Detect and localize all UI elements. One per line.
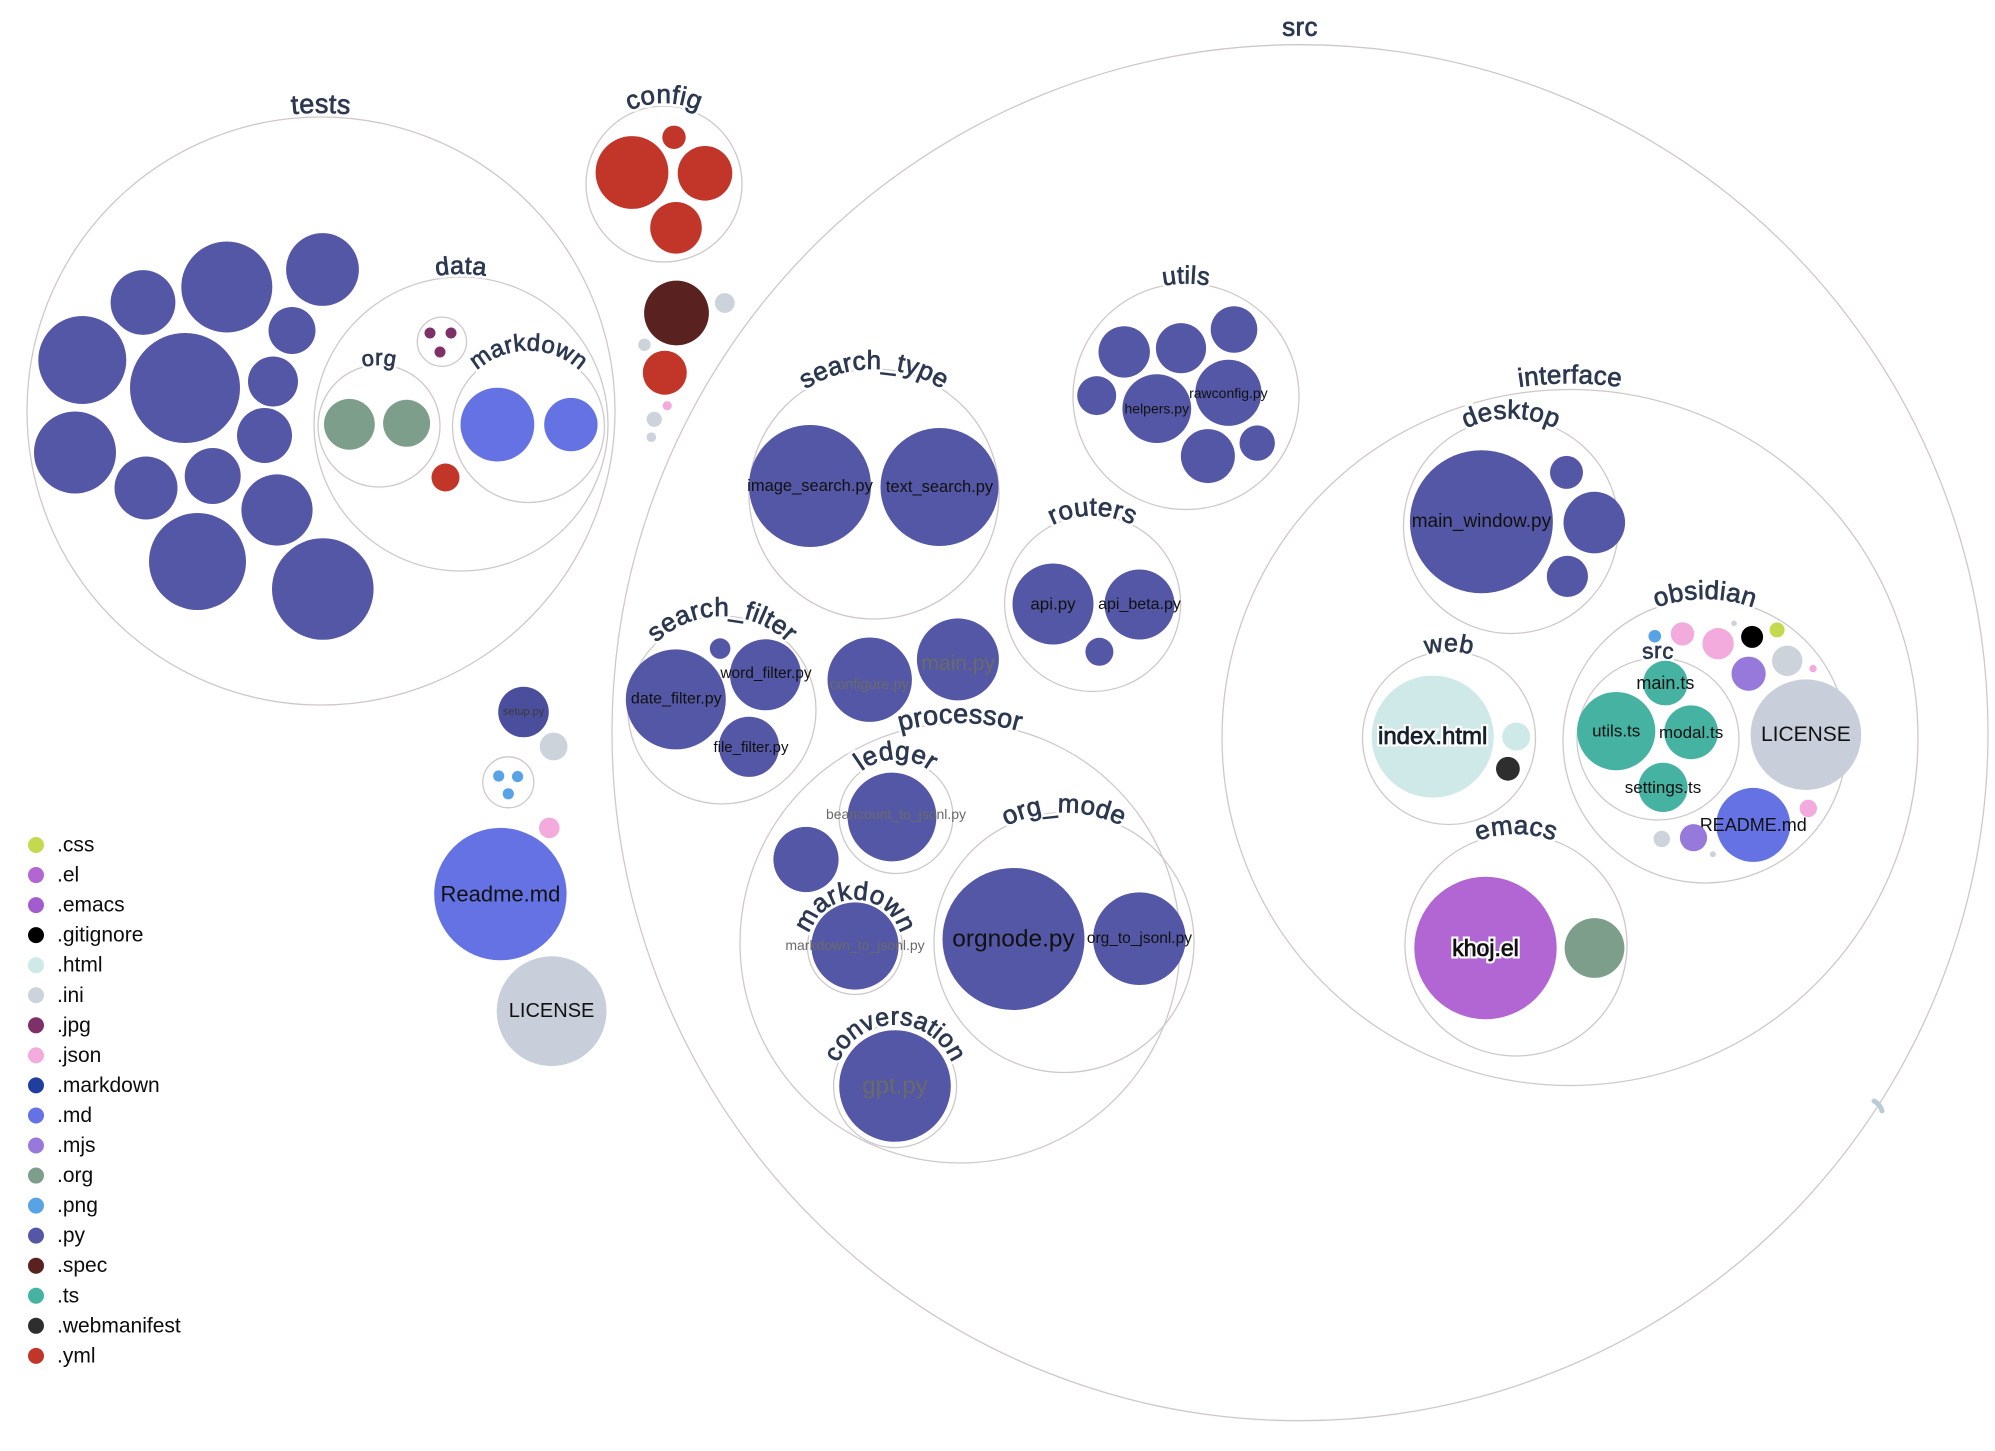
svg-text:org: org [359,345,398,372]
svg-text:web: web [1421,629,1476,660]
svg-text:file_filter.py: file_filter.py [713,739,789,756]
svg-text:main.py: main.py [921,652,995,675]
svg-text:word_filter.py: word_filter.py [719,665,812,682]
svg-text:main.ts: main.ts [1636,673,1694,693]
svg-text:src: src [1641,638,1676,664]
svg-text:helpers.py: helpers.py [1125,401,1190,417]
svg-text:modal.ts: modal.ts [1659,723,1723,742]
svg-text:date_filter.py: date_filter.py [631,691,722,708]
svg-text:markdown_to_jsonl.py: markdown_to_jsonl.py [785,937,924,953]
svg-text:data: data [434,252,489,282]
svg-text:index.html: index.html [1378,723,1487,750]
svg-text:image_search.py: image_search.py [747,477,873,495]
svg-text:index.html: index.html [1378,723,1487,750]
svg-text:utils.ts: utils.ts [1592,722,1640,741]
svg-text:.md: .md [57,1104,92,1127]
svg-text:gpt.py: gpt.py [862,1073,927,1100]
svg-text:src: src [1282,12,1318,42]
svg-text:.yml: .yml [57,1344,96,1367]
svg-text:settings.ts: settings.ts [1625,778,1702,797]
svg-text:api_beta.py: api_beta.py [1098,596,1181,613]
svg-text:khoj.el: khoj.el [1452,935,1518,961]
svg-text:.gitignore: .gitignore [57,924,143,947]
svg-text:data: data [434,252,489,282]
svg-text:utils: utils [1160,261,1212,291]
svg-text:README.md: README.md [1700,815,1807,835]
svg-text:rawconfig.py: rawconfig.py [1189,385,1268,401]
svg-text:LICENSE: LICENSE [509,1000,595,1022]
svg-text:.spec: .spec [57,1254,107,1277]
svg-text:web: web [1421,629,1476,660]
svg-text:.html: .html [57,954,103,977]
svg-text:.py: .py [57,1224,86,1247]
svg-text:khoj.el: khoj.el [1452,935,1518,961]
svg-text:.webmanifest: .webmanifest [57,1314,181,1337]
svg-text:beancount_to_jsonl.py: beancount_to_jsonl.py [826,806,966,822]
svg-text:org_to_jsonl.py: org_to_jsonl.py [1087,930,1192,947]
svg-text:Readme.md: Readme.md [440,882,560,907]
svg-text:.el: .el [57,864,79,887]
svg-text:main_window.py: main_window.py [1412,511,1552,532]
svg-text:.emacs: .emacs [57,894,125,917]
svg-text:src: src [1282,12,1318,42]
svg-text:api.py: api.py [1030,595,1076,614]
svg-text:org: org [359,345,398,372]
svg-text:.ts: .ts [57,1284,79,1307]
svg-text:setup.py: setup.py [503,706,545,718]
svg-text:.json: .json [57,1044,101,1067]
svg-text:.jpg: .jpg [57,1014,91,1037]
svg-text:.css: .css [57,834,94,857]
svg-text:LICENSE: LICENSE [1761,723,1851,746]
svg-text:text_search.py: text_search.py [886,478,994,496]
svg-text:.ini: .ini [57,984,84,1007]
svg-text:orgnode.py: orgnode.py [952,926,1075,953]
svg-text:.mjs: .mjs [57,1134,96,1157]
svg-text:interface: interface [1516,359,1624,393]
svg-text:tests: tests [290,89,352,120]
svg-text:.markdown: .markdown [57,1074,160,1097]
svg-text:utils: utils [1160,261,1212,291]
svg-text:configure.py: configure.py [830,677,910,693]
svg-text:.org: .org [57,1164,93,1187]
svg-text:.png: .png [57,1194,98,1217]
